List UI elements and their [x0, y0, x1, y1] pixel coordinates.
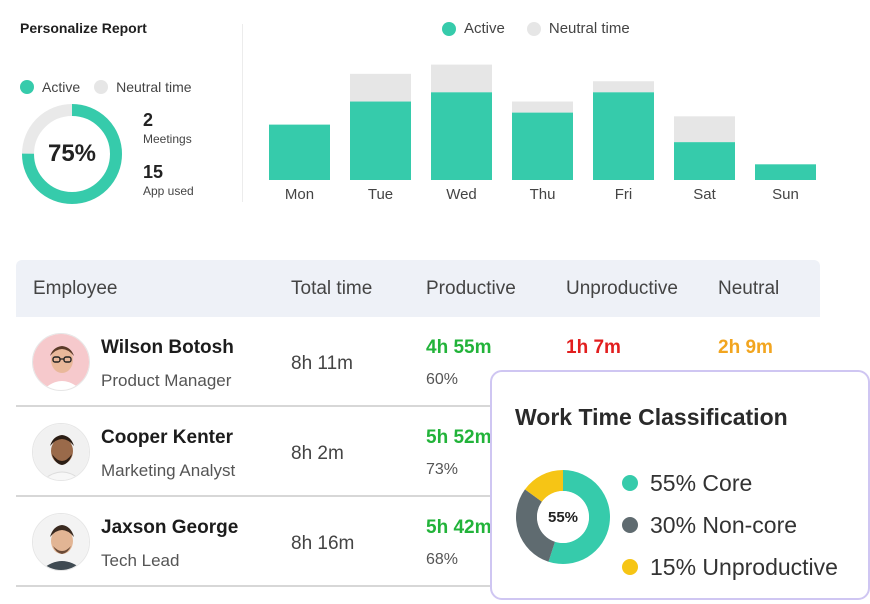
bar-active-mon	[269, 124, 330, 180]
employee-role: Tech Lead	[101, 551, 180, 570]
avatar	[32, 513, 90, 571]
bar-neutral-fri	[593, 81, 654, 93]
unproductive-time-value: 1h 7m	[566, 337, 621, 358]
neutral-dot-icon	[94, 80, 109, 94]
report-legend: Active Neutral time	[20, 79, 206, 95]
donut-slice-core	[548, 470, 610, 564]
report-legend-neutral: Neutral time	[94, 79, 192, 95]
neutral-legend-dot-icon	[526, 21, 541, 36]
legend-noncore-label: 30% Non-core	[650, 511, 798, 538]
bar-active-thu	[512, 112, 573, 180]
bar-neutral-wed	[431, 64, 492, 93]
donut-center-label: 55%	[547, 508, 579, 526]
legend-unproductive: 15% Unproductive	[622, 546, 838, 588]
report-legend-active: Active	[20, 79, 80, 95]
neutral-time-value: 2h 9m	[718, 337, 773, 358]
apps-label: App used	[143, 184, 194, 198]
activity-ring: 75%	[20, 102, 124, 206]
productive-percent: 73%	[426, 461, 459, 478]
total-time-value: 8h 11m	[291, 353, 353, 374]
x-tick-sun: Sun	[772, 186, 799, 203]
chart-legend: Active Neutral time	[442, 20, 652, 37]
x-tick-thu: Thu	[530, 186, 556, 203]
table-row[interactable]: Cooper Kenter Marketing Analyst 8h 2m 5h…	[16, 407, 820, 497]
table-header: Employee Total time Productive Unproduct…	[16, 260, 820, 317]
chart-legend-neutral-label: Neutral time	[548, 20, 630, 37]
x-tick-sat: Sat	[693, 186, 716, 203]
meetings-count: 2	[143, 110, 154, 130]
productive-time-value: 4h 55m	[426, 337, 492, 358]
avatar-wilson-image	[33, 334, 89, 390]
bar-active-fri	[593, 92, 654, 180]
productive-time-value: 5h 52m	[426, 427, 492, 448]
meetings-label: Meetings	[143, 132, 192, 146]
avatar	[32, 333, 90, 391]
bar-neutral-thu	[512, 101, 573, 113]
donut-slice-unproductive	[524, 470, 563, 502]
donut-slice-noncore	[516, 489, 555, 562]
employee-name[interactable]: Cooper Kenter	[101, 427, 233, 448]
x-tick-wed: Wed	[446, 186, 477, 203]
personalize-report-card: Personalize Report Active Neutral time 7…	[20, 18, 235, 208]
wtc-legend: 55% Core 30% Non-core 15% Unproductive	[622, 462, 838, 588]
employee-role: Marketing Analyst	[101, 461, 236, 480]
header-neutral[interactable]: Neutral	[718, 278, 780, 299]
chart-legend-neutral: Neutral time	[526, 20, 630, 37]
header-unproductive[interactable]: Unproductive	[566, 278, 678, 299]
avatar	[32, 423, 90, 481]
ring-progress	[22, 104, 122, 204]
chart-legend-active: Active	[442, 20, 505, 37]
report-divider	[242, 24, 243, 202]
bar-active-sun	[755, 164, 816, 180]
wtc-title: Work Time Classification	[515, 404, 788, 430]
chart-legend-active-label: Active	[464, 20, 505, 37]
avatar-jaxson-image	[33, 514, 89, 570]
legend-core: 55% Core	[622, 462, 838, 504]
legend-noncore: 30% Non-core	[622, 504, 838, 546]
productive-percent: 68%	[426, 551, 459, 568]
classification-donut	[516, 470, 610, 564]
apps-stat: 15 App used	[143, 162, 194, 198]
legend-core-label: 55% Core	[650, 469, 753, 496]
core-dot-icon	[622, 475, 638, 491]
productive-percent: 60%	[426, 371, 459, 388]
bar-active-tue	[350, 101, 411, 180]
total-time-value: 8h 16m	[291, 533, 355, 554]
weekly-activity-chart: Mon Tue Wed Thu Fri Sat Sun	[269, 64, 816, 203]
report-legend-active-label: Active	[42, 79, 81, 95]
employee-name[interactable]: Jaxson George	[101, 517, 239, 538]
activity-ring-graphic	[22, 104, 122, 204]
total-time-value: 8h 2m	[291, 443, 344, 464]
employee-role: Product Manager	[101, 371, 232, 390]
bar-neutral-tue	[350, 73, 411, 102]
bar-active-sat	[674, 142, 735, 180]
employee-table: Employee Total time Productive Unproduct…	[16, 260, 820, 587]
work-time-classification-card: Work Time Classification 55% 55% Core 30…	[490, 370, 870, 600]
active-legend-dot-icon	[442, 21, 456, 36]
header-employee[interactable]: Employee	[33, 278, 118, 299]
apps-count: 15	[143, 162, 164, 182]
bar-active-wed	[431, 92, 492, 180]
report-title: Personalize Report	[20, 20, 147, 36]
bar-neutral-sat	[674, 116, 735, 143]
meetings-stat: 2 Meetings	[143, 110, 192, 146]
donut-hole	[537, 491, 589, 543]
x-tick-tue: Tue	[368, 186, 393, 203]
employee-name[interactable]: Wilson Botosh	[101, 337, 234, 358]
report-legend-neutral-label: Neutral time	[116, 79, 192, 95]
header-total-time[interactable]: Total time	[291, 278, 373, 299]
active-dot-icon	[20, 80, 34, 94]
avatar-cooper-image	[33, 424, 89, 480]
table-row[interactable]: Jaxson George Tech Lead 8h 16m 5h 42m 68…	[16, 497, 820, 587]
noncore-dot-icon	[622, 517, 638, 533]
table-row[interactable]: Wilson Botosh Product Manager 8h 11m 4h …	[16, 317, 820, 407]
x-tick-fri: Fri	[615, 186, 633, 203]
productive-time-value: 5h 42m	[426, 517, 492, 538]
legend-unproductive-label: 15% Unproductive	[650, 553, 838, 580]
unproductive-dot-icon	[622, 559, 638, 575]
ring-percent-label: 75%	[47, 140, 97, 167]
header-productive[interactable]: Productive	[426, 278, 516, 299]
x-tick-mon: Mon	[285, 186, 314, 203]
